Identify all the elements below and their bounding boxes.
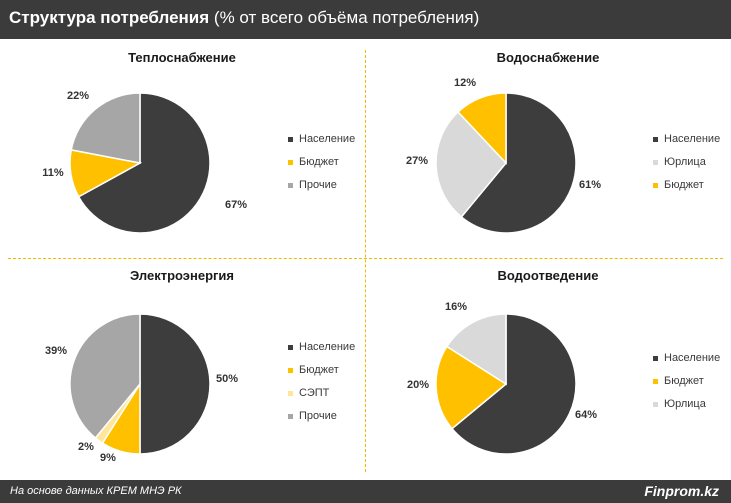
pie-slice-drainage-2 (435, 345, 508, 430)
pie-slice-electricity-1 (139, 313, 211, 455)
legend-label: Население (664, 352, 721, 364)
data-label-heat-3: 22% (67, 90, 89, 102)
legend-label: Бюджет (299, 156, 339, 168)
data-label-electricity-1: 50% (216, 373, 238, 385)
pie-slice-drainage-3 (445, 313, 507, 386)
legend-swatch (288, 345, 293, 350)
pie-slice-water-supply-3 (457, 92, 507, 165)
legend-label: Юрлица (664, 156, 706, 168)
data-label-electricity-4: 39% (45, 345, 67, 357)
pie-slice-heat-3 (70, 92, 141, 164)
legend-swatch (653, 356, 658, 361)
pie-slice-water-supply-2 (435, 110, 507, 218)
page-title-subtitle: (% от всего объёма потребления) (209, 8, 480, 27)
data-label-drainage-3: 16% (445, 301, 467, 313)
legend-label: Бюджет (299, 364, 339, 376)
data-label-heat-1: 67% (225, 199, 247, 211)
legend-label: Юрлица (664, 398, 706, 410)
legend-swatch (288, 368, 293, 373)
source-note: На основе данных КРЕМ МНЭ РК (10, 485, 182, 497)
legend-swatch (653, 379, 658, 384)
legend-label: Бюджет (664, 375, 704, 387)
legend-swatch (288, 414, 293, 419)
legend-swatch (653, 402, 658, 407)
data-label-electricity-2: 9% (100, 452, 116, 464)
pie-slice-electricity-4 (69, 313, 141, 439)
legend-swatch (288, 391, 293, 396)
data-label-electricity-3: 2% (78, 441, 94, 453)
legend-label: Прочие (299, 179, 337, 191)
legend-swatch (288, 137, 293, 142)
data-label-water-supply-1: 61% (579, 179, 601, 191)
data-label-heat-2: 11% (42, 167, 64, 179)
chart-title-water-supply: Водоснабжение (496, 50, 600, 65)
legend-label: Бюджет (664, 179, 704, 191)
pie-slice-water-supply-1 (460, 92, 577, 234)
legend-label: Население (664, 133, 721, 145)
brand-logo-text: Finprom.kz (644, 483, 719, 499)
data-label-water-supply-3: 12% (454, 77, 476, 89)
legend-label: Прочие (299, 410, 337, 422)
legend-swatch (653, 160, 658, 165)
header-bar: Структура потребления (% от всего объёма… (0, 0, 731, 39)
page-title: Структура потребления (% от всего объёма… (9, 8, 479, 28)
chart-title-drainage: Водоотведение (497, 268, 599, 283)
chart-title-heat: Теплоснабжение (128, 50, 236, 65)
chart-title-electricity: Электроэнергия (129, 268, 235, 283)
legend-swatch (288, 160, 293, 165)
pie-slice-heat-1 (77, 92, 211, 234)
page-title-main: Структура потребления (9, 8, 210, 27)
legend-swatch (653, 183, 658, 188)
pie-slice-drainage-1 (451, 313, 577, 455)
footer-bar: На основе данных КРЕМ МНЭ РК Finprom.kz (0, 480, 731, 503)
horizontal-divider (8, 258, 723, 259)
legend-swatch (653, 137, 658, 142)
data-label-water-supply-2: 27% (406, 155, 428, 167)
vertical-divider (365, 50, 366, 472)
legend-swatch (288, 183, 293, 188)
data-label-drainage-1: 64% (575, 409, 597, 421)
legend-label: СЭПТ (299, 387, 330, 399)
data-label-drainage-2: 20% (407, 379, 429, 391)
legend-label: Население (299, 133, 356, 145)
legend-label: Население (299, 341, 356, 353)
